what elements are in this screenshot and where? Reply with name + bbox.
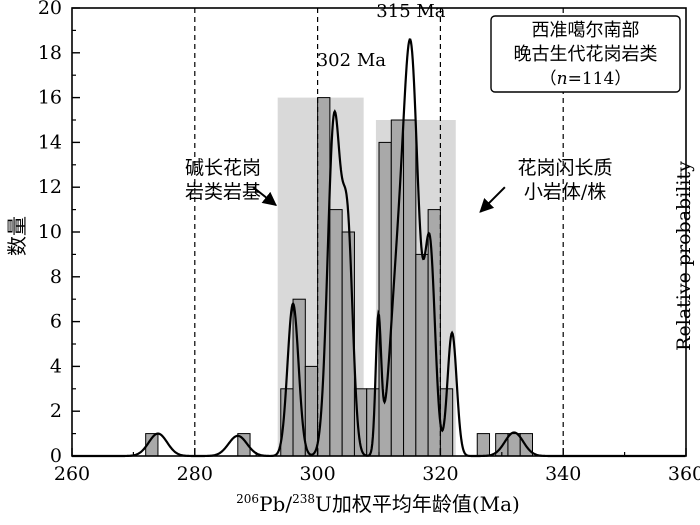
y-tick-label-4: 8 — [50, 266, 62, 288]
annotation-1-line-0: 花岗闪长质 — [518, 157, 613, 179]
y-tick-label-6: 12 — [38, 176, 62, 198]
y-tick-label-8: 16 — [38, 87, 62, 109]
x-tick-label-0: 260 — [54, 463, 90, 485]
bar-18 — [507, 433, 521, 457]
peak-label-1: 315 Ma — [376, 1, 446, 22]
bar-16 — [476, 433, 491, 457]
x-axis-label-sup2: 238 — [292, 492, 315, 506]
y-tick-label-9: 18 — [38, 42, 62, 64]
axes: 260 280 300 320 340 360 0 2 4 6 8 10 12 14 16 18 20 — [38, 0, 700, 485]
x-tick-label-3: 320 — [422, 463, 458, 485]
x-tick-label-1: 280 — [177, 463, 213, 485]
legend-line2: 晚古生代花岗岩类 — [514, 44, 658, 65]
y-tick-label-1: 2 — [50, 400, 62, 422]
legend-n-value: =114） — [568, 69, 632, 89]
y-tick-label-2: 4 — [50, 355, 62, 377]
annotation-0-line-0: 碱长花岗 — [185, 157, 261, 179]
legend-n-symbol: n — [557, 69, 568, 89]
y-axis-right-label: Relative probability — [673, 161, 695, 351]
x-axis-label-rest: U加权平均年龄值(Ma) — [315, 492, 520, 516]
bar-4 — [304, 365, 319, 457]
annotation-arrow-1 — [479, 186, 506, 213]
bar-13 — [415, 253, 429, 457]
legend-line3: （n=114） — [540, 69, 632, 89]
y-tick-label-7: 14 — [38, 131, 62, 153]
y-axis-label: 数量 — [5, 216, 29, 256]
bar-7 — [341, 231, 355, 457]
bar-12 — [403, 119, 417, 457]
x-tick-label-4: 340 — [545, 463, 581, 485]
x-axis-label: 206Pb/238U加权平均年龄值(Ma) — [236, 492, 520, 516]
x-axis-label-sup1: 206 — [236, 492, 259, 506]
annotation-1-line-1: 小岩体/株 — [524, 181, 606, 203]
legend-line1: 西准噶尔南部 — [532, 20, 640, 41]
bar-10 — [378, 141, 392, 457]
annotation-0-line-1: 岩类岩基 — [185, 181, 261, 203]
annotation-arrow-0 — [252, 186, 277, 206]
legend-box: 西准噶尔南部 晚古生代花岗岩类 （n=114） — [490, 15, 681, 93]
y-tick-label-10: 20 — [38, 0, 62, 19]
y-tick-label-3: 6 — [50, 311, 62, 333]
bar-6 — [329, 209, 343, 457]
y-tick-label-5: 10 — [38, 221, 62, 243]
legend-n-prefix: （ — [540, 69, 557, 89]
y-tick-label-0: 0 — [50, 445, 62, 467]
x-tick-label-2: 300 — [299, 463, 335, 485]
legend-box-frame — [490, 15, 681, 93]
peak-label-0: 302 Ma — [317, 50, 387, 71]
x-axis-label-pb: Pb/ — [259, 492, 292, 516]
x-tick-label-5: 360 — [668, 463, 700, 485]
